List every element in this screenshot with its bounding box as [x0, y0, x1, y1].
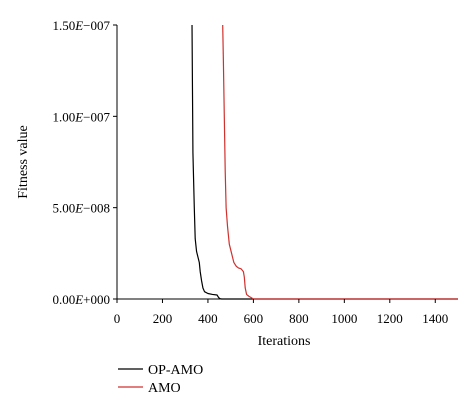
x-tick-label: 200	[153, 311, 173, 326]
y-ticks: 0.00E+000 5.00E−008 1.00E−007 1.50E−007	[52, 18, 117, 307]
y-tick-label: 5.00E−008	[52, 201, 110, 216]
series-group	[191, 24, 458, 300]
legend: OP-AMO AMO	[118, 363, 203, 396]
legend-label-amo: AMO	[148, 381, 181, 396]
y-tick-label: 0.00E+000	[52, 292, 110, 307]
x-axis-title: Iterations	[258, 334, 311, 349]
plot-area	[116, 24, 458, 300]
y-tick-label: 1.00E−007	[52, 109, 110, 124]
x-tick-label: 800	[289, 311, 309, 326]
x-tick-label: 400	[198, 311, 218, 326]
x-tick-label: 1200	[377, 311, 403, 326]
legend-label-op-amo: OP-AMO	[148, 363, 203, 378]
x-tick-label: 1000	[331, 311, 357, 326]
x-tick-label: 1400	[422, 311, 448, 326]
series-line-op-amo	[191, 24, 458, 300]
legend-item-op-amo: OP-AMO	[118, 363, 203, 378]
series-line-amo	[222, 24, 458, 300]
y-axis-title: Fitness value	[16, 125, 31, 199]
legend-item-amo: AMO	[118, 381, 181, 396]
x-tick-label: 0	[114, 311, 121, 326]
y-tick-label: 1.50E−007	[52, 18, 110, 33]
x-tick-label: 600	[244, 311, 264, 326]
x-ticks: 0 200 400 600 800 1000 1200 1400	[114, 299, 448, 326]
